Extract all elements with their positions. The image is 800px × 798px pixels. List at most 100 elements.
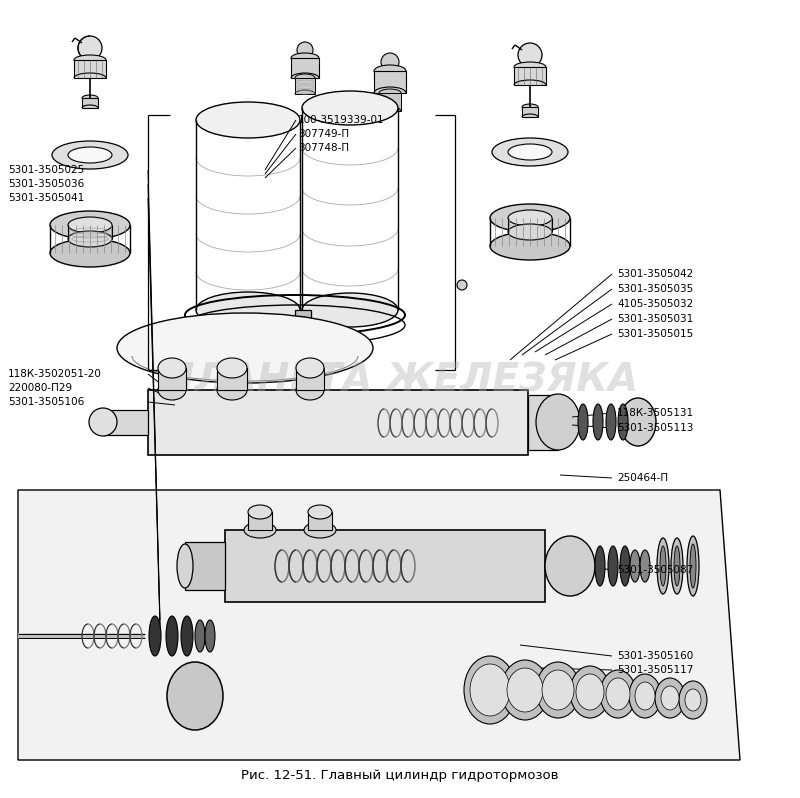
Ellipse shape (690, 544, 696, 588)
Ellipse shape (514, 62, 546, 72)
Ellipse shape (217, 358, 247, 378)
Bar (82, 98, 98, 108)
Text: 250464-П: 250464-П (617, 473, 668, 483)
Text: 5301-3505117: 5301-3505117 (617, 665, 694, 675)
Bar (185, 542, 225, 590)
Ellipse shape (304, 522, 336, 538)
Ellipse shape (606, 404, 616, 440)
Ellipse shape (291, 53, 319, 63)
Ellipse shape (655, 678, 685, 718)
Ellipse shape (295, 74, 315, 82)
Bar (308, 512, 332, 530)
Circle shape (457, 280, 467, 290)
Text: 307748-П: 307748-П (298, 143, 349, 153)
Bar (148, 390, 528, 455)
Ellipse shape (52, 141, 128, 169)
Ellipse shape (685, 689, 701, 711)
Ellipse shape (542, 670, 574, 710)
Bar (296, 368, 324, 390)
Ellipse shape (620, 546, 630, 586)
Ellipse shape (302, 293, 398, 327)
Text: 5301-3505035: 5301-3505035 (617, 284, 694, 294)
Text: 220080-П29: 220080-П29 (8, 383, 72, 393)
Ellipse shape (68, 231, 112, 247)
Text: 100-3519339-01: 100-3519339-01 (298, 115, 385, 125)
Text: 5301-3505087: 5301-3505087 (617, 565, 694, 575)
Text: 118К-3502051-20: 118К-3502051-20 (8, 369, 102, 379)
Ellipse shape (470, 664, 510, 716)
Ellipse shape (296, 380, 324, 400)
Ellipse shape (177, 544, 193, 588)
Ellipse shape (578, 404, 588, 440)
Circle shape (89, 408, 117, 436)
Ellipse shape (74, 55, 106, 65)
Ellipse shape (679, 681, 707, 719)
Ellipse shape (570, 666, 610, 718)
Bar (158, 368, 186, 390)
Ellipse shape (244, 522, 276, 538)
Ellipse shape (593, 404, 603, 440)
Bar (295, 78, 315, 94)
Ellipse shape (50, 211, 130, 239)
Ellipse shape (522, 104, 538, 110)
Ellipse shape (82, 95, 98, 101)
Ellipse shape (196, 102, 300, 138)
Ellipse shape (490, 204, 570, 232)
Ellipse shape (181, 616, 193, 656)
Text: 4105-3505032: 4105-3505032 (617, 299, 694, 309)
Ellipse shape (50, 239, 130, 267)
Bar (103, 410, 148, 435)
Ellipse shape (117, 313, 373, 383)
Bar (74, 60, 106, 78)
Ellipse shape (618, 404, 628, 440)
Ellipse shape (508, 224, 552, 240)
Ellipse shape (671, 538, 683, 594)
Bar (291, 58, 319, 78)
Ellipse shape (640, 550, 650, 582)
Ellipse shape (149, 616, 161, 656)
Text: 5301-3505113: 5301-3505113 (617, 423, 694, 433)
Bar (217, 368, 247, 390)
Text: 307749-П: 307749-П (298, 129, 349, 139)
Ellipse shape (536, 394, 580, 450)
Text: 5301-3505015: 5301-3505015 (617, 329, 694, 339)
Bar (522, 107, 538, 117)
Ellipse shape (657, 538, 669, 594)
Ellipse shape (507, 668, 543, 712)
Ellipse shape (464, 656, 516, 724)
Text: 118К-3505131: 118К-3505131 (617, 408, 694, 418)
Text: 5301-3505036: 5301-3505036 (8, 179, 84, 189)
Ellipse shape (205, 620, 215, 652)
Polygon shape (18, 490, 740, 760)
Ellipse shape (661, 686, 679, 710)
Bar (528, 395, 558, 450)
Ellipse shape (545, 536, 595, 596)
Ellipse shape (492, 138, 568, 166)
Ellipse shape (296, 358, 324, 378)
Ellipse shape (166, 616, 178, 656)
Ellipse shape (687, 536, 699, 596)
Ellipse shape (674, 546, 680, 586)
Ellipse shape (374, 65, 406, 77)
Bar (225, 530, 545, 602)
Text: 5301-3505025: 5301-3505025 (8, 165, 84, 175)
Circle shape (299, 317, 307, 325)
Ellipse shape (620, 398, 656, 446)
Ellipse shape (608, 546, 618, 586)
Ellipse shape (595, 546, 605, 586)
Bar (379, 93, 401, 111)
Ellipse shape (606, 678, 630, 710)
Ellipse shape (158, 380, 186, 400)
Ellipse shape (629, 674, 661, 718)
Ellipse shape (308, 505, 332, 519)
Circle shape (297, 42, 313, 58)
Ellipse shape (630, 550, 640, 582)
Ellipse shape (158, 358, 186, 378)
Ellipse shape (248, 505, 272, 519)
Ellipse shape (195, 620, 205, 652)
Text: ПЛАНЕТА ЖЕЛЕЗЯКА: ПЛАНЕТА ЖЕЛЕЗЯКА (162, 361, 638, 399)
Bar (248, 512, 272, 530)
Ellipse shape (635, 682, 655, 710)
Text: 5301-3505042: 5301-3505042 (617, 269, 694, 279)
Text: 5301-3505106: 5301-3505106 (8, 397, 84, 407)
